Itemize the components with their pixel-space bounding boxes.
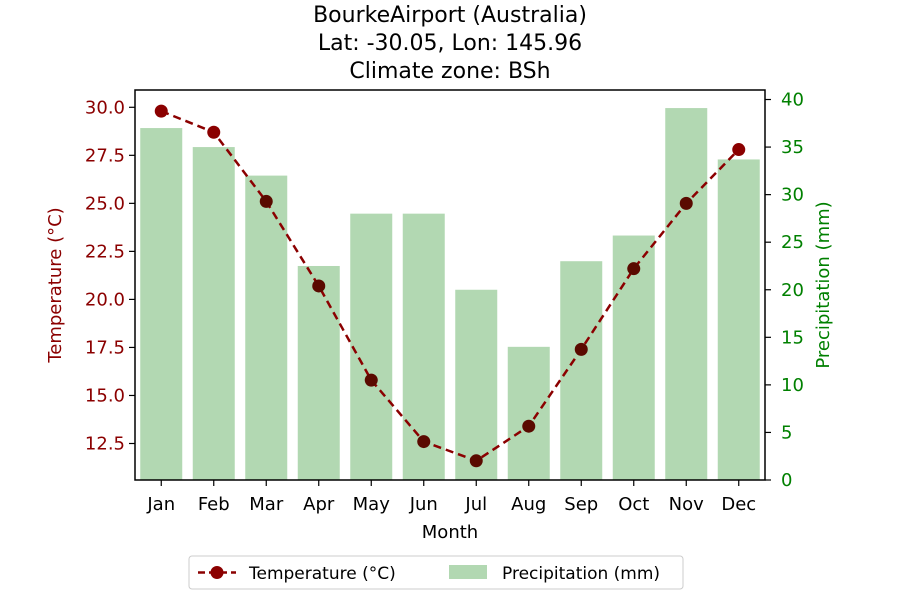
x-tick-label: Oct	[618, 494, 649, 515]
title-line-3: Climate zone: BSh	[349, 59, 550, 84]
legend-temperature-label: Temperature (°C)	[248, 564, 396, 584]
x-tick-label: Jul	[464, 494, 487, 515]
plot-frame	[134, 89, 766, 481]
precip-bar-may	[350, 213, 393, 480]
right-tick-label: 0	[781, 470, 792, 491]
legend-temperature-marker	[210, 566, 224, 579]
x-tick-label: Sep	[564, 494, 598, 515]
precip-bar-nov	[665, 108, 708, 480]
left-axis-ticks: 12.5 15.0 17.5 20.0 22.5 25.0 27.5 30.0	[85, 97, 135, 454]
temperature-point-mar	[259, 194, 273, 208]
left-tick-label: 17.5	[85, 337, 125, 358]
legend-box	[188, 555, 684, 590]
title-line-2: Lat: -30.05, Lon: 145.96	[318, 31, 582, 56]
right-axis-label: Precipitation (mm)	[813, 201, 834, 368]
precip-bar-dec	[717, 159, 760, 480]
left-tick-label: 25.0	[85, 193, 125, 214]
left-tick-label: 30.0	[85, 97, 125, 118]
x-tick-label: Dec	[721, 494, 756, 515]
x-axis-label: Month	[422, 522, 478, 543]
right-tick-label: 5	[781, 422, 792, 443]
temperature-point-feb	[207, 125, 221, 139]
temperature-point-nov	[679, 196, 693, 210]
precip-bar-jan	[140, 128, 183, 481]
x-tick-label: Apr	[303, 494, 335, 515]
x-axis-ticks: Jan Feb Mar Apr May Jun Jul Aug Sep Oct Nov Dec	[146, 480, 756, 515]
chart-title: BourkeAirport (Australia) Lat: -30.05, L…	[313, 3, 587, 84]
right-tick-label: 40	[781, 90, 804, 111]
temperature-line	[160, 109, 740, 463]
left-tick-label: 27.5	[85, 145, 125, 166]
temperature-line-layer	[154, 104, 746, 468]
temperature-point-jan	[154, 104, 168, 118]
precip-bar-oct	[612, 235, 655, 480]
temperature-point-sep	[574, 342, 588, 356]
x-tick-label: Jan	[146, 494, 175, 515]
precipitation-bars	[140, 108, 760, 481]
temperature-point-apr	[312, 279, 326, 293]
temperature-point-may	[364, 373, 378, 387]
x-tick-label: Feb	[198, 494, 230, 515]
temperature-point-dec	[732, 143, 746, 157]
temperature-point-jul	[469, 454, 483, 468]
precip-bar-jul	[455, 289, 498, 480]
legend-precipitation-swatch	[449, 565, 487, 579]
temperature-point-jun	[417, 435, 431, 449]
temperature-point-aug	[522, 419, 536, 433]
right-axis-ticks: 0 5 10 15 20 25 30 35 40	[765, 90, 804, 491]
right-tick-label: 25	[781, 232, 804, 253]
right-tick-label: 35	[781, 137, 804, 158]
left-axis-label: Temperature (°C)	[45, 207, 66, 363]
x-tick-label: Nov	[669, 494, 704, 515]
precip-bar-feb	[192, 147, 235, 480]
right-tick-label: 15	[781, 327, 804, 348]
left-tick-label: 15.0	[85, 385, 125, 406]
x-tick-label: Aug	[511, 494, 546, 515]
precip-bar-mar	[245, 175, 288, 481]
left-tick-label: 22.5	[85, 241, 125, 262]
legend: Temperature (°C) Precipitation (mm)	[188, 555, 684, 590]
left-tick-label: 12.5	[85, 433, 125, 454]
title-line-1: BourkeAirport (Australia)	[313, 3, 587, 28]
right-tick-label: 30	[781, 185, 804, 206]
precip-bar-apr	[297, 265, 340, 480]
left-tick-label: 20.0	[85, 289, 125, 310]
precip-bar-aug	[507, 346, 550, 480]
temperature-point-oct	[627, 262, 641, 276]
right-tick-label: 20	[781, 280, 804, 301]
right-tick-label: 10	[781, 375, 804, 396]
legend-precipitation-label: Precipitation (mm)	[502, 564, 660, 584]
x-tick-label: Mar	[249, 494, 284, 515]
x-tick-label: May	[353, 494, 391, 515]
x-tick-label: Jun	[409, 494, 438, 515]
